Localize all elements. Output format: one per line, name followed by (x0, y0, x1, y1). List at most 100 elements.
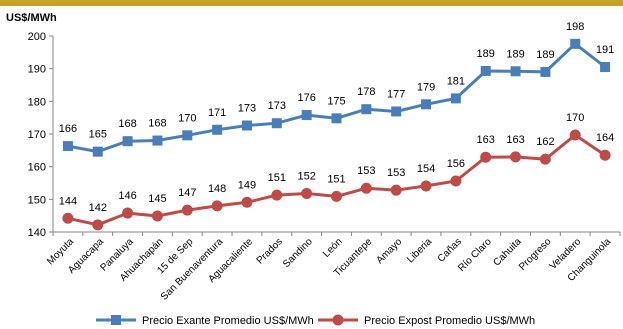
data-labels-group: 166 165 168 168 170 171 173 173 176 175 178 177 179 1… (59, 21, 615, 214)
data-label: 149 (238, 179, 256, 191)
data-point-square (361, 104, 372, 115)
y-tick-label: 190 (28, 64, 46, 76)
data-point-square (241, 120, 252, 131)
data-point-square (331, 113, 342, 124)
legend: Precio Exante Promedio US$/MWh Precio Exp… (96, 314, 535, 327)
data-point-circle (151, 210, 163, 222)
data-label: 153 (387, 167, 405, 179)
data-point-circle (331, 190, 342, 202)
series-group (62, 38, 611, 231)
x-tick-label: Progreso (517, 236, 554, 273)
data-point-square (510, 66, 521, 77)
x-tick-label: Amayo (375, 236, 405, 266)
data-label: 151 (268, 172, 286, 184)
data-point-circle (92, 219, 104, 231)
y-tick-label: 160 (28, 162, 46, 174)
data-point-square (301, 110, 312, 121)
data-label: 179 (417, 81, 435, 93)
legend-label: Precio Expost Promedio US$/MWh (364, 315, 535, 327)
data-label: 191 (596, 44, 614, 56)
data-point-circle (450, 175, 462, 187)
data-label: 166 (59, 123, 77, 135)
data-point-circle (390, 184, 402, 196)
legend-marker-square (111, 315, 121, 325)
data-point-circle (211, 200, 223, 212)
data-label: 168 (148, 118, 166, 130)
data-label: 164 (596, 132, 614, 144)
data-label: 162 (536, 136, 554, 148)
data-label: 175 (327, 95, 345, 107)
legend-marker-circle (332, 314, 344, 326)
legend-label: Precio Exante Promedio US$/MWh (142, 315, 314, 327)
data-label: 173 (268, 100, 286, 112)
data-label: 144 (59, 195, 77, 207)
data-label: 147 (178, 187, 196, 199)
data-point-square (570, 38, 581, 49)
y-tick-label: 180 (28, 96, 46, 108)
data-label: 177 (387, 88, 405, 100)
data-point-square (92, 146, 103, 157)
data-label: 173 (238, 103, 256, 115)
data-point-circle (420, 180, 432, 192)
data-label: 168 (118, 118, 136, 130)
data-label: 170 (566, 112, 584, 124)
data-point-square (480, 65, 491, 76)
data-point-square (540, 66, 551, 77)
data-label: 170 (178, 112, 196, 124)
x-tick-label: León (321, 236, 345, 260)
data-label: 145 (148, 193, 166, 205)
y-axis-label: US$/MWh (6, 12, 57, 24)
data-point-circle (569, 129, 581, 141)
x-tick-label: Sandino (281, 236, 315, 270)
y-tick-label: 200 (28, 31, 46, 43)
data-label: 146 (118, 190, 136, 202)
data-label: 176 (297, 92, 315, 104)
data-point-circle (510, 151, 522, 163)
data-label: 156 (447, 158, 465, 170)
data-point-circle (241, 196, 253, 208)
data-point-square (421, 99, 432, 110)
data-point-circle (480, 151, 492, 163)
data-point-square (391, 106, 402, 117)
data-label: 198 (566, 21, 584, 33)
data-point-circle (539, 153, 551, 165)
x-tick-label: Liberia (405, 236, 434, 265)
data-label: 171 (208, 107, 226, 119)
data-point-square (182, 130, 193, 141)
data-label: 181 (447, 75, 465, 87)
data-label: 142 (89, 202, 107, 214)
data-label: 165 (89, 129, 107, 141)
data-label: 154 (417, 163, 435, 175)
data-label: 153 (357, 165, 375, 177)
data-point-circle (62, 212, 74, 224)
data-label: 178 (357, 86, 375, 98)
data-point-circle (181, 204, 193, 216)
data-point-circle (360, 182, 372, 194)
data-point-square (212, 124, 223, 135)
y-tick-label: 140 (28, 227, 46, 239)
data-label: 151 (327, 173, 345, 185)
data-point-square (152, 135, 163, 146)
data-label: 163 (506, 134, 524, 146)
data-point-square (271, 118, 282, 129)
data-point-square (600, 62, 611, 73)
data-point-square (62, 141, 73, 152)
top-border-strip (0, 0, 623, 6)
data-point-circle (271, 189, 283, 201)
data-point-circle (301, 187, 313, 199)
data-label: 148 (208, 183, 226, 195)
data-label: 189 (536, 49, 554, 61)
data-point-circle (599, 149, 611, 161)
data-point-square (450, 93, 461, 104)
y-ticks-group: 140 150 160 170 180 190 200 (28, 31, 53, 239)
data-point-circle (122, 207, 134, 219)
data-label: 189 (506, 48, 524, 60)
x-tick-label: Río Claro (456, 236, 494, 274)
data-label: 152 (297, 170, 315, 182)
y-tick-label: 170 (28, 129, 46, 141)
data-label: 189 (477, 48, 495, 60)
data-label: 163 (477, 134, 495, 146)
